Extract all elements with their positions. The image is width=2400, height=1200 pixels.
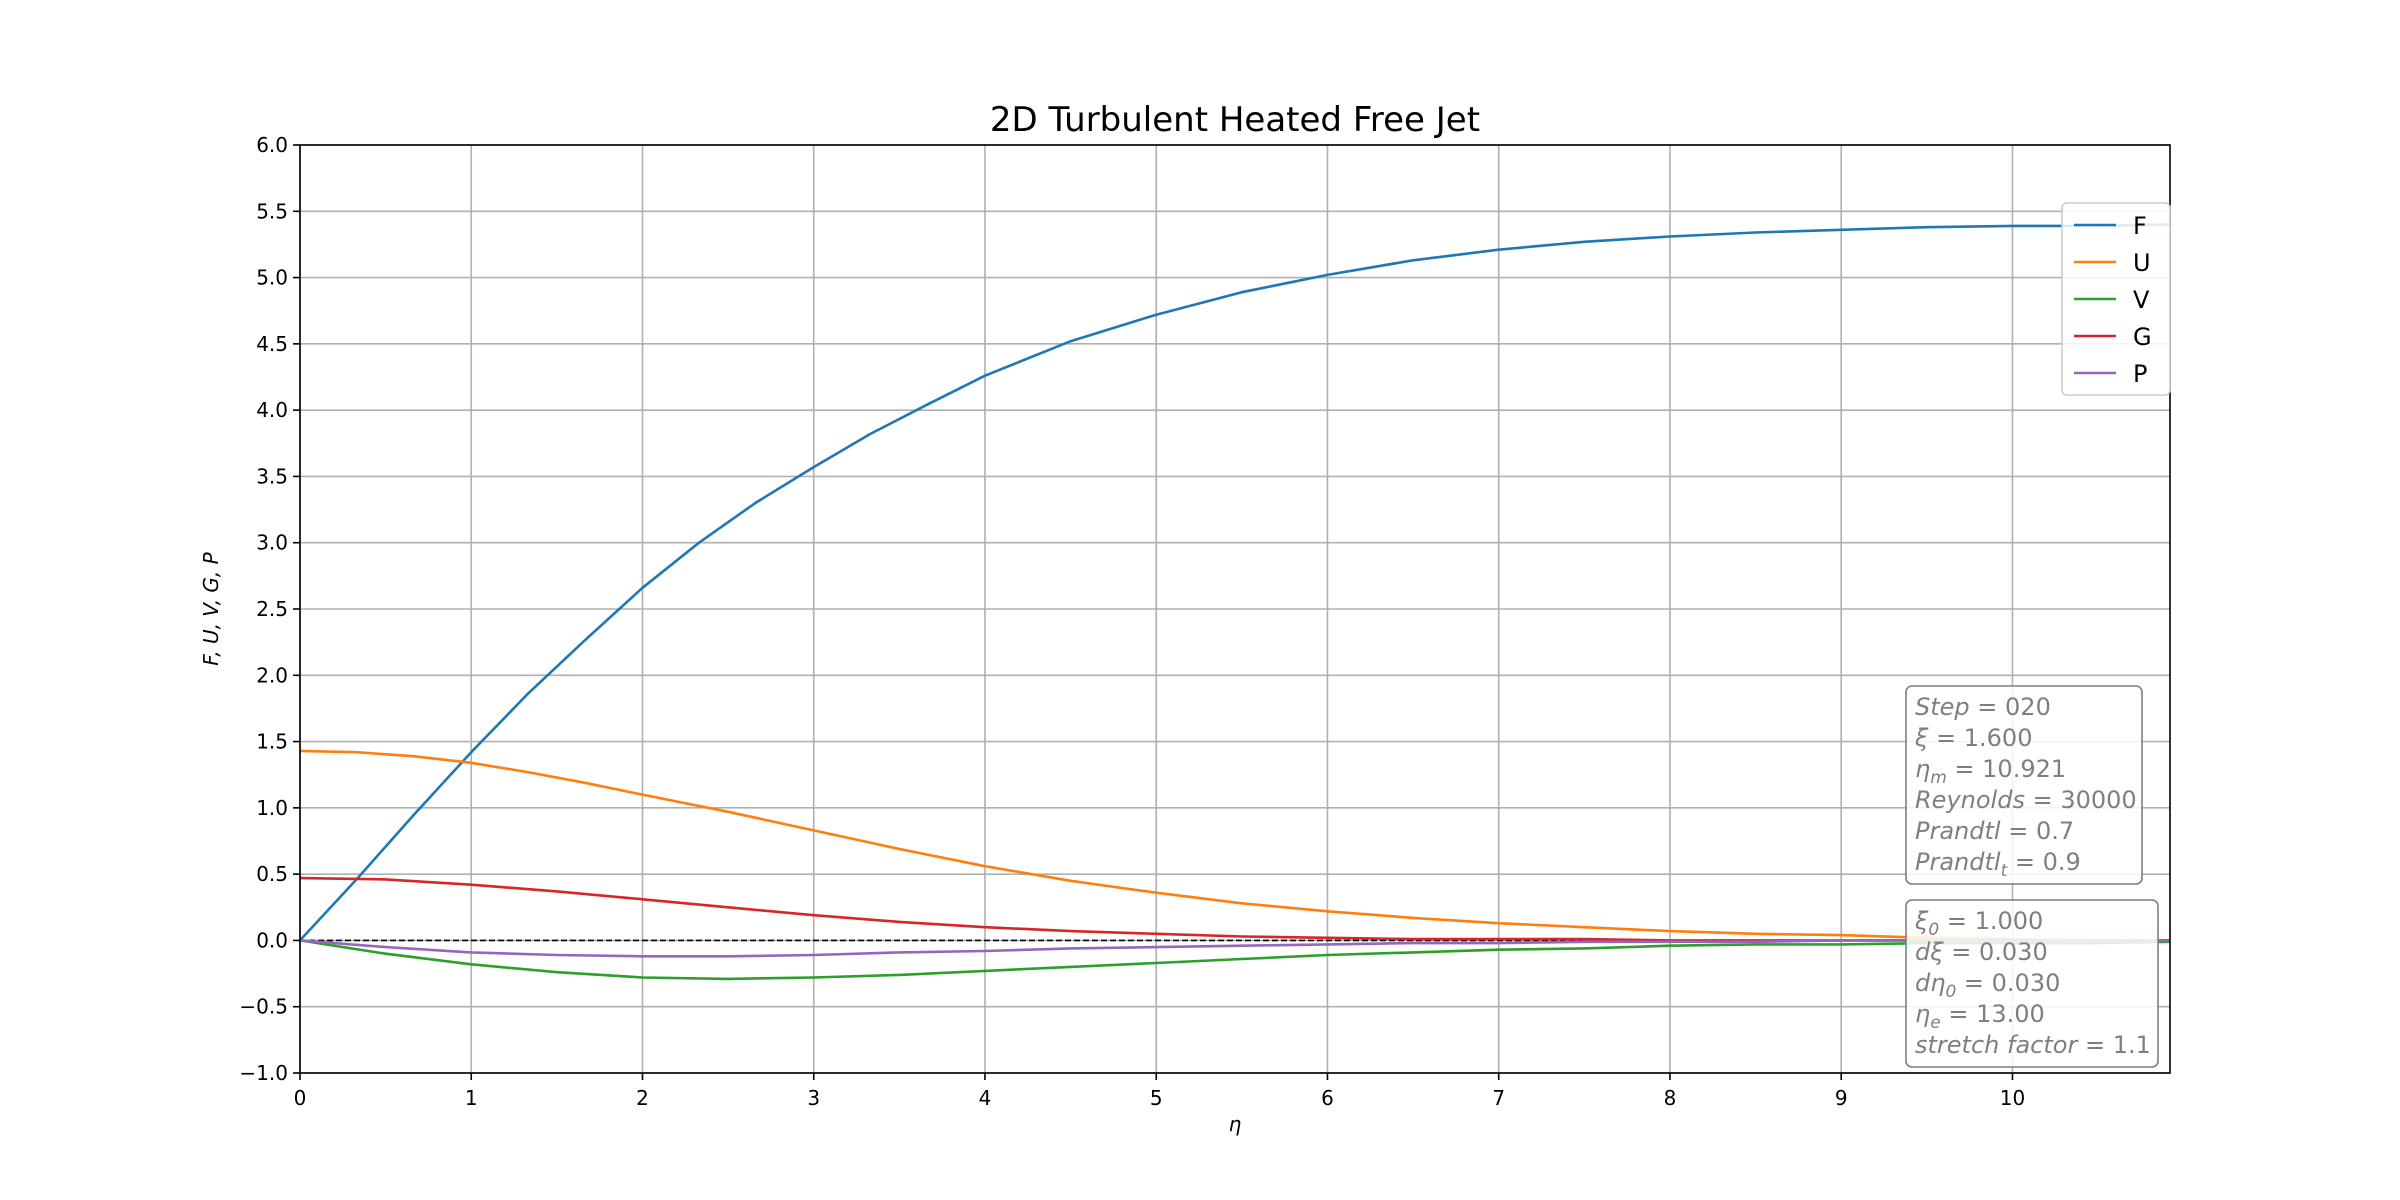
series-line-u (299, 749, 2170, 942)
annotation-variable: ξ (1914, 724, 1929, 752)
annotation-variable: Prandtl (1915, 817, 2001, 845)
annotation-variable: Step (1915, 693, 1970, 721)
annotation-variable: Prandtl (1915, 848, 2001, 876)
annotation-value: 0.7 (2036, 817, 2074, 845)
y-tick-label: 4.5 (256, 332, 288, 356)
annotation-equals: = (2007, 848, 2042, 876)
y-tick-label: 4.0 (256, 398, 288, 422)
series-line-g (299, 876, 2170, 942)
chart-title: 2D Turbulent Heated Free Jet (990, 100, 1480, 140)
annotation-value: 1.1 (2113, 1031, 2151, 1059)
annotation-subscript: 0 (1928, 920, 1939, 940)
annotation-line: ηm = 10.921 (1915, 755, 2066, 788)
x-tick-label: 8 (1664, 1086, 1677, 1110)
y-tick-label: 6.0 (256, 133, 288, 157)
x-tick-label: 3 (807, 1086, 820, 1110)
annotation-line: Step = 020 (1915, 693, 2051, 721)
x-tick-label: 4 (979, 1086, 992, 1110)
legend-label-u: U (2133, 249, 2151, 277)
y-axis-label: F, U, V, G, P (199, 551, 223, 665)
y-tick-label: 3.5 (256, 464, 288, 488)
legend-label-f: F (2133, 212, 2147, 240)
y-tick-label: 5.0 (256, 266, 288, 290)
annotation-line: Prandtlt = 0.9 (1915, 848, 2081, 881)
axis-ticks: 0 1 2 3 4 5 6 7 8 9 10 −1.0 −0.5 0.0 0.5 1.0 1.5 2.0 2.5 3.… (239, 133, 2025, 1110)
series-line-v (299, 939, 2171, 981)
annotation-value: 1.600 (1964, 724, 2033, 752)
x-tick-label: 6 (1321, 1086, 1334, 1110)
annotation-variable: stretch factor (1915, 1031, 2079, 1059)
annotation-subscript: t (2001, 861, 2009, 881)
y-tick-label: 2.0 (256, 663, 288, 687)
annotation-value: 020 (2005, 693, 2051, 721)
annotation-value: 0.9 (2043, 848, 2081, 876)
annotation-line: ηe = 13.00 (1915, 1000, 2045, 1033)
x-axis-label: η (1229, 1112, 1242, 1136)
annotation-value: 0.030 (1979, 938, 2048, 966)
annotation-equals: = (1944, 938, 1979, 966)
annotation-variable: dξ (1915, 938, 1944, 966)
annotation-line: dη0 = 0.030 (1915, 969, 2060, 1002)
annotation-equals: = (1956, 969, 1991, 997)
y-tick-label: 3.0 (256, 531, 288, 555)
annotation-equals: = (1941, 1000, 1976, 1028)
annotation-subscript: 0 (1945, 982, 1956, 1002)
annotation-value: 10.921 (1982, 755, 2066, 783)
annotation-frame (1905, 685, 2143, 885)
annotation-line: dξ = 0.030 (1915, 938, 2048, 966)
legend-label-g: G (2133, 323, 2152, 351)
annotation-subscript: m (1930, 768, 1947, 788)
annotation-line: stretch factor = 1.1 (1915, 1031, 2151, 1059)
annotation-line: ξ = 1.600 (1914, 724, 2032, 752)
annotation-equals: = (2001, 817, 2036, 845)
annotation-value: 30000 (2060, 786, 2136, 814)
x-tick-label: 1 (465, 1086, 478, 1110)
annotation-equals: = (2077, 1031, 2112, 1059)
annotation-variable: ξ (1914, 907, 1929, 935)
legend-label-p: P (2133, 360, 2147, 388)
annotation-subscript: e (1930, 1013, 1940, 1033)
annotation-value: 0.030 (1992, 969, 2061, 997)
x-tick-label: 5 (1150, 1086, 1163, 1110)
x-tick-label: 0 (294, 1086, 307, 1110)
annotation-variable: dη (1915, 969, 1945, 997)
legend-label-v: V (2133, 286, 2150, 314)
x-tick-label: 2 (636, 1086, 649, 1110)
annotation-equals: = (2025, 786, 2060, 814)
y-tick-label: 0.0 (256, 928, 288, 952)
annotation-frame (1905, 899, 2159, 1068)
annotation-variable: η (1915, 1000, 1930, 1028)
y-tick-label: 2.5 (256, 597, 288, 621)
y-tick-label: 5.5 (256, 199, 288, 223)
y-tick-label: −0.5 (239, 995, 288, 1019)
x-tick-label: 7 (1492, 1086, 1505, 1110)
annotation-equals: = (1970, 693, 2005, 721)
series-lines (299, 223, 2171, 981)
annotation-equals: = (1928, 724, 1963, 752)
y-tick-label: 1.5 (256, 730, 288, 754)
annotation-variable: η (1915, 755, 1930, 783)
series-line-f (299, 223, 2171, 942)
annotation-variable: Reynolds (1915, 786, 2025, 814)
annotation-equals: = (1947, 755, 1982, 783)
y-tick-label: −1.0 (239, 1061, 288, 1085)
grid (299, 144, 2170, 1074)
annotation-line: Prandtl = 0.7 (1915, 817, 2074, 845)
annotation-line: Reynolds = 30000 (1915, 786, 2137, 814)
x-tick-label: 9 (1835, 1086, 1848, 1110)
series-line-p (299, 939, 2170, 958)
annotation-value: 1.000 (1975, 907, 2044, 935)
x-tick-label: 10 (2000, 1086, 2025, 1110)
y-tick-label: 0.5 (256, 862, 288, 886)
annotation-line: ξ0 = 1.000 (1914, 907, 2043, 940)
y-tick-label: 1.0 (256, 796, 288, 820)
annotation-equals: = (1939, 907, 1974, 935)
annotation-value: 13.00 (1976, 1000, 2045, 1028)
